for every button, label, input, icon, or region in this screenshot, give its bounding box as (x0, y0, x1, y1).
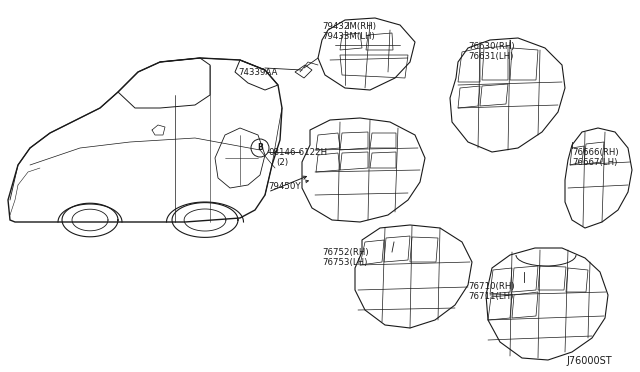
Text: 76710(RH): 76710(RH) (468, 282, 515, 291)
Text: B: B (257, 144, 263, 153)
Text: 76630(RH): 76630(RH) (468, 42, 515, 51)
Text: (2): (2) (276, 158, 288, 167)
Text: 74339AA: 74339AA (238, 68, 277, 77)
Text: 76666(RH): 76666(RH) (572, 148, 619, 157)
Text: 79433M(LH): 79433M(LH) (322, 32, 375, 41)
Text: 76631(LH): 76631(LH) (468, 52, 513, 61)
Text: J76000ST: J76000ST (566, 356, 612, 366)
Text: 76752(RH): 76752(RH) (322, 248, 369, 257)
Text: 79432M(RH): 79432M(RH) (322, 22, 376, 31)
Text: 08146-6122H: 08146-6122H (268, 148, 327, 157)
Text: 79450Y: 79450Y (268, 182, 301, 191)
Text: 76711(LH): 76711(LH) (468, 292, 513, 301)
Text: 76753(LH): 76753(LH) (322, 258, 367, 267)
Text: 76667(LH): 76667(LH) (572, 158, 618, 167)
